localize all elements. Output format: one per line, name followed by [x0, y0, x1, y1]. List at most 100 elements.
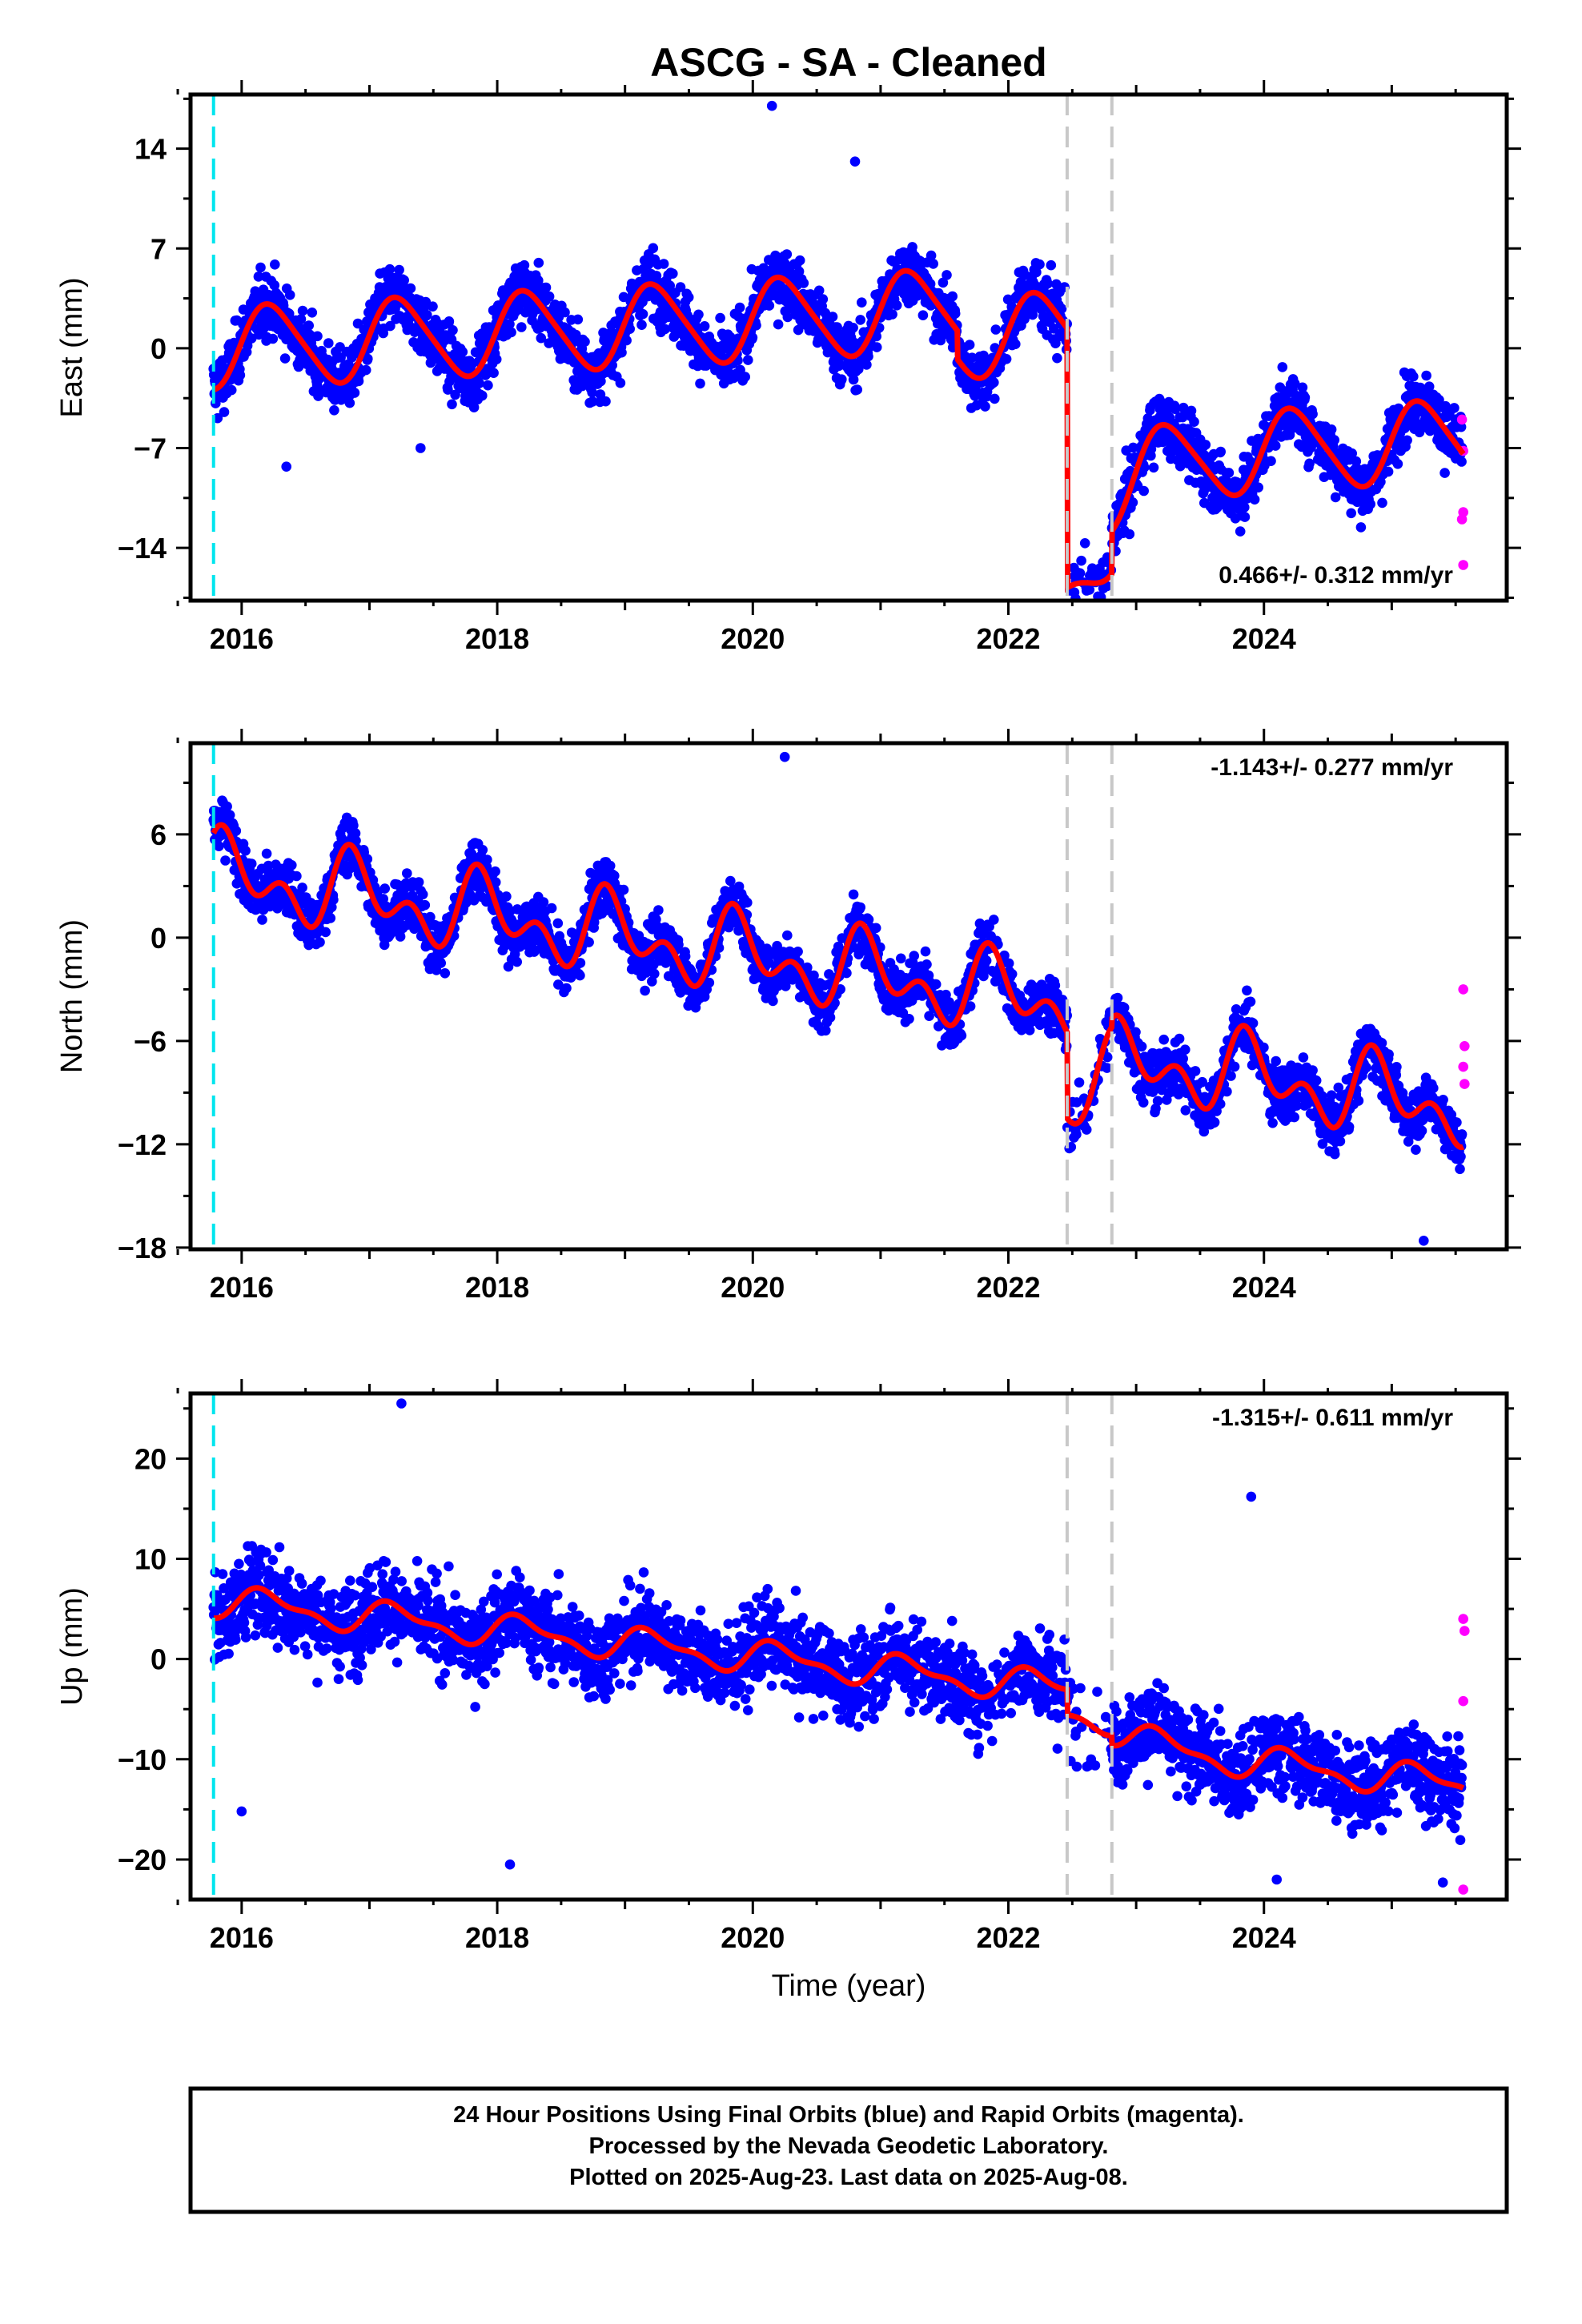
data-point: [1326, 424, 1337, 435]
data-point: [323, 338, 334, 348]
data-point: [1010, 339, 1021, 350]
data-point: [536, 332, 547, 344]
data-point: [544, 291, 555, 302]
y-tick-label: −14: [118, 532, 167, 565]
data-point: [615, 377, 626, 388]
data-point: [320, 927, 331, 938]
data-point: [422, 309, 432, 320]
data-point: [287, 860, 297, 870]
data-point: [989, 915, 999, 925]
data-point: [947, 291, 958, 302]
data-point: [516, 322, 527, 332]
data-point: [1076, 555, 1086, 566]
data-point: [1215, 446, 1226, 457]
data-point: [825, 1012, 836, 1023]
data-point: [580, 336, 590, 348]
data-point: [444, 316, 455, 327]
data-point: [595, 389, 606, 400]
data-point: [1253, 482, 1263, 493]
data-point: [267, 333, 279, 344]
data-point: [1347, 448, 1357, 459]
data-point: [353, 376, 364, 387]
data-point: [616, 347, 627, 358]
data-point: [1346, 508, 1356, 519]
y-tick-label: 7: [151, 232, 167, 265]
data-point: [827, 312, 838, 322]
data-point: [1090, 603, 1100, 613]
data-point: [512, 956, 522, 967]
data-point: [640, 985, 650, 996]
data-point: [1079, 538, 1090, 549]
data-point: [1402, 435, 1412, 446]
data-point: [297, 305, 308, 316]
data-point: [857, 297, 867, 308]
data-point: [448, 325, 458, 336]
data-point: [855, 902, 865, 913]
data-point: [926, 250, 937, 261]
data-point: [871, 342, 882, 352]
data-point: [1245, 456, 1256, 467]
data-point: [315, 937, 325, 947]
data-point: [1307, 408, 1318, 420]
data-point: [813, 285, 825, 296]
data-point: [379, 883, 391, 894]
data-point: [246, 858, 257, 869]
data-point: [436, 958, 446, 968]
y-tick-label: 14: [135, 133, 167, 166]
data-point: [990, 324, 1002, 335]
data-point: [360, 364, 371, 376]
data-point: [413, 877, 424, 887]
data-point: [1299, 392, 1311, 403]
data-point: [491, 354, 502, 365]
outlier-point: [416, 443, 426, 453]
data-point: [1270, 440, 1281, 451]
data-point: [226, 384, 237, 396]
rapid-point: [1456, 414, 1468, 425]
data-point: [1127, 497, 1138, 508]
data-point: [546, 903, 557, 914]
data-point: [1392, 459, 1403, 469]
outlier-point: [281, 461, 292, 472]
data-point: [782, 930, 793, 941]
data-point: [1001, 354, 1012, 364]
x-tick-label: 2024: [1232, 622, 1296, 655]
data-point: [1046, 259, 1057, 271]
data-point: [964, 340, 975, 350]
data-point: [477, 390, 488, 401]
data-point: [1408, 371, 1419, 382]
data-point: [848, 889, 859, 900]
data-point: [506, 327, 516, 338]
data-point: [1383, 466, 1394, 477]
outlier-point: [766, 100, 777, 111]
data-point: [928, 259, 938, 269]
data-point: [793, 266, 805, 277]
data-point: [980, 401, 990, 412]
data-point: [965, 1001, 976, 1011]
data-point: [942, 270, 952, 280]
data-point: [604, 860, 616, 871]
data-point: [855, 315, 865, 325]
data-point: [852, 384, 862, 395]
data-point: [747, 332, 758, 343]
data-point: [1266, 456, 1276, 466]
data-point: [504, 319, 515, 330]
data-point: [395, 931, 406, 942]
data-point: [637, 308, 648, 320]
data-point: [490, 866, 500, 877]
data-point: [561, 983, 572, 994]
data-point: [297, 883, 307, 893]
data-point: [295, 314, 307, 324]
data-point: [832, 322, 842, 332]
data-point: [966, 352, 978, 364]
data-point: [1284, 429, 1295, 440]
data-point: [653, 905, 664, 915]
x-tick-label: 2018: [465, 622, 529, 655]
data-point: [887, 309, 897, 320]
data-point: [1200, 440, 1211, 450]
data-point: [668, 268, 678, 279]
data-point: [651, 271, 662, 281]
north-final-points: [208, 751, 1470, 1246]
